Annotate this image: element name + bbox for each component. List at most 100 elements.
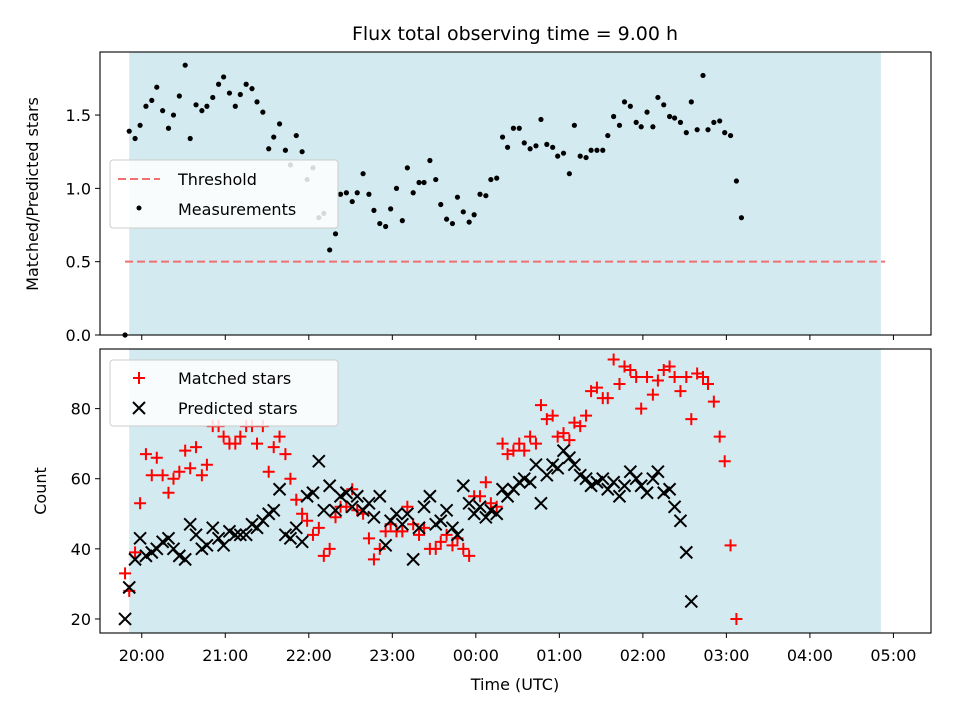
predicted-star-point bbox=[118, 612, 132, 626]
legend-threshold-label: Threshold bbox=[177, 170, 257, 189]
matched-star-point bbox=[696, 371, 709, 384]
predicted-star-point bbox=[322, 479, 337, 493]
measurement-point bbox=[221, 74, 227, 80]
measurement-point bbox=[510, 125, 517, 131]
measurement-point bbox=[254, 99, 260, 105]
predicted-star-point bbox=[646, 472, 660, 486]
matched-star-point bbox=[730, 612, 743, 625]
measurement-point bbox=[260, 109, 266, 115]
bottom-y-tick-label: 60 bbox=[71, 470, 91, 489]
measurement-point bbox=[644, 109, 650, 115]
bottom-x-tick-label: 00:00 bbox=[453, 646, 499, 665]
predicted-star-point bbox=[295, 535, 309, 549]
measurement-point bbox=[460, 209, 466, 215]
predicted-star-point bbox=[339, 486, 354, 500]
matched-star-point bbox=[702, 378, 715, 391]
matched-star-point bbox=[457, 542, 470, 555]
predicted-star-point bbox=[328, 503, 343, 517]
matched-star-point bbox=[129, 546, 142, 559]
top-y-axis-label: Matched/Predicted stars bbox=[23, 97, 42, 291]
measurement-point bbox=[388, 206, 394, 212]
measurement-point bbox=[527, 146, 533, 152]
matched-star-point bbox=[646, 388, 659, 401]
measurement-point bbox=[588, 147, 594, 153]
measurement-point bbox=[571, 122, 577, 128]
matched-star-point bbox=[229, 437, 242, 450]
measurement-point bbox=[160, 108, 166, 114]
measurement-point bbox=[438, 201, 444, 208]
bottom-y-axis-label: Count bbox=[31, 467, 50, 515]
top-legend-box bbox=[109, 159, 339, 229]
matched-star-point bbox=[190, 441, 203, 454]
measurement-point bbox=[182, 62, 188, 68]
matched-star-point bbox=[200, 458, 213, 471]
matched-star-point bbox=[396, 525, 409, 538]
matched-star-point bbox=[635, 402, 648, 415]
bottom-x-tick-label: 05:00 bbox=[870, 646, 916, 665]
predicted-star-point bbox=[529, 457, 543, 472]
matched-star-point bbox=[323, 542, 336, 555]
matched-star-point bbox=[590, 381, 603, 394]
predicted-star-point bbox=[345, 500, 359, 514]
measurement-point bbox=[399, 218, 405, 224]
predicted-star-point bbox=[684, 594, 699, 609]
bottom-x-tick-label: 20:00 bbox=[119, 646, 165, 665]
bottom-x-tick-label: 23:00 bbox=[369, 646, 415, 665]
measurement-point bbox=[337, 191, 344, 197]
legend-matched-label: Matched stars bbox=[178, 369, 291, 388]
predicted-star-point bbox=[367, 510, 381, 525]
matched-star-point bbox=[119, 567, 132, 580]
matched-star-point bbox=[346, 483, 359, 496]
matched-star-point bbox=[718, 455, 731, 468]
measurement-point bbox=[533, 143, 539, 149]
bottom-legend-box bbox=[109, 359, 339, 427]
measurement-point bbox=[266, 146, 272, 152]
predicted-star-point bbox=[617, 479, 632, 493]
predicted-star-point bbox=[434, 514, 448, 528]
legend-measurements-swatch bbox=[136, 205, 142, 211]
top-x-ticks bbox=[141, 335, 894, 340]
measurement-point bbox=[583, 154, 589, 161]
top-y-ticks: 0.0 0.5 1.0 1.5 bbox=[66, 106, 100, 345]
matched-star-point bbox=[518, 444, 531, 457]
predicted-star-point bbox=[612, 489, 627, 503]
predicted-star-point bbox=[378, 538, 393, 553]
predicted-star-point bbox=[128, 552, 142, 567]
measurement-point bbox=[199, 108, 205, 114]
matched-star-point bbox=[557, 427, 570, 440]
predicted-star-point bbox=[423, 489, 437, 503]
measurement-point bbox=[611, 113, 617, 120]
measurement-point bbox=[232, 103, 238, 109]
measurement-point bbox=[149, 97, 155, 103]
top-y-tick-label: 1.5 bbox=[66, 106, 91, 125]
matched-star-point bbox=[513, 437, 526, 450]
predicted-star-point bbox=[456, 479, 471, 493]
predicted-star-point bbox=[317, 503, 331, 517]
measurement-point bbox=[249, 86, 255, 92]
matched-star-point bbox=[301, 514, 314, 527]
predicted-star-point bbox=[567, 457, 582, 472]
predicted-star-point bbox=[662, 482, 677, 496]
legend-measurements-label: Measurements bbox=[178, 200, 296, 219]
matched-star-point bbox=[373, 542, 386, 555]
matched-star-point bbox=[317, 549, 330, 562]
bottom-y-tick-label: 20 bbox=[71, 610, 91, 629]
measurement-point bbox=[722, 130, 728, 136]
top-y-tick-label: 1.0 bbox=[66, 179, 91, 198]
matched-star-point bbox=[674, 385, 687, 398]
bottom-x-tick-label: 04:00 bbox=[787, 646, 833, 665]
measurement-point bbox=[521, 140, 527, 146]
matched-star-point bbox=[251, 437, 264, 450]
matched-star-point bbox=[434, 535, 447, 548]
measurement-point bbox=[299, 149, 305, 155]
matched-star-point bbox=[474, 490, 487, 503]
measurement-point bbox=[627, 103, 633, 109]
predicted-star-point bbox=[406, 552, 420, 567]
matched-star-point bbox=[195, 469, 208, 482]
measurement-point bbox=[237, 91, 243, 98]
matched-star-point bbox=[306, 528, 319, 541]
measurement-point bbox=[488, 176, 494, 183]
predicted-star-point bbox=[267, 503, 281, 517]
matched-star-point bbox=[529, 437, 542, 450]
